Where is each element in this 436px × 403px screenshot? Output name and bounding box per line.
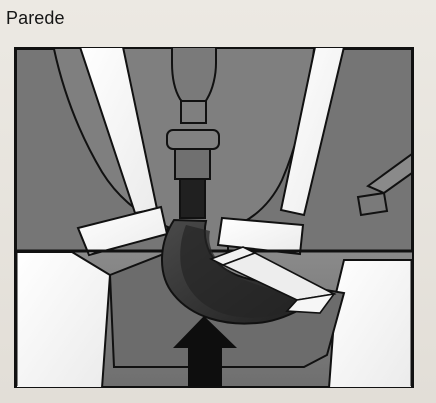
injector-tip [179, 178, 206, 219]
upward-arrow-icon [173, 316, 237, 388]
left-cylinder-wall [15, 251, 112, 388]
diagram-svg [14, 47, 414, 388]
injector-lower-body [174, 148, 211, 180]
spray-core [180, 225, 303, 318]
injector-top-body [171, 47, 217, 106]
injector-mid-body [180, 100, 207, 124]
right-side-plug-body [366, 152, 413, 195]
right-side-plug-tip [356, 191, 389, 217]
right-valve-stem [279, 47, 346, 217]
injector-nut [166, 129, 220, 150]
figure-title: Parede [6, 8, 65, 28]
right-cylinder-wall [327, 259, 413, 388]
swirl-arrow-head [285, 292, 336, 314]
right-valve-head [216, 216, 305, 256]
engine-diagram [14, 47, 414, 388]
